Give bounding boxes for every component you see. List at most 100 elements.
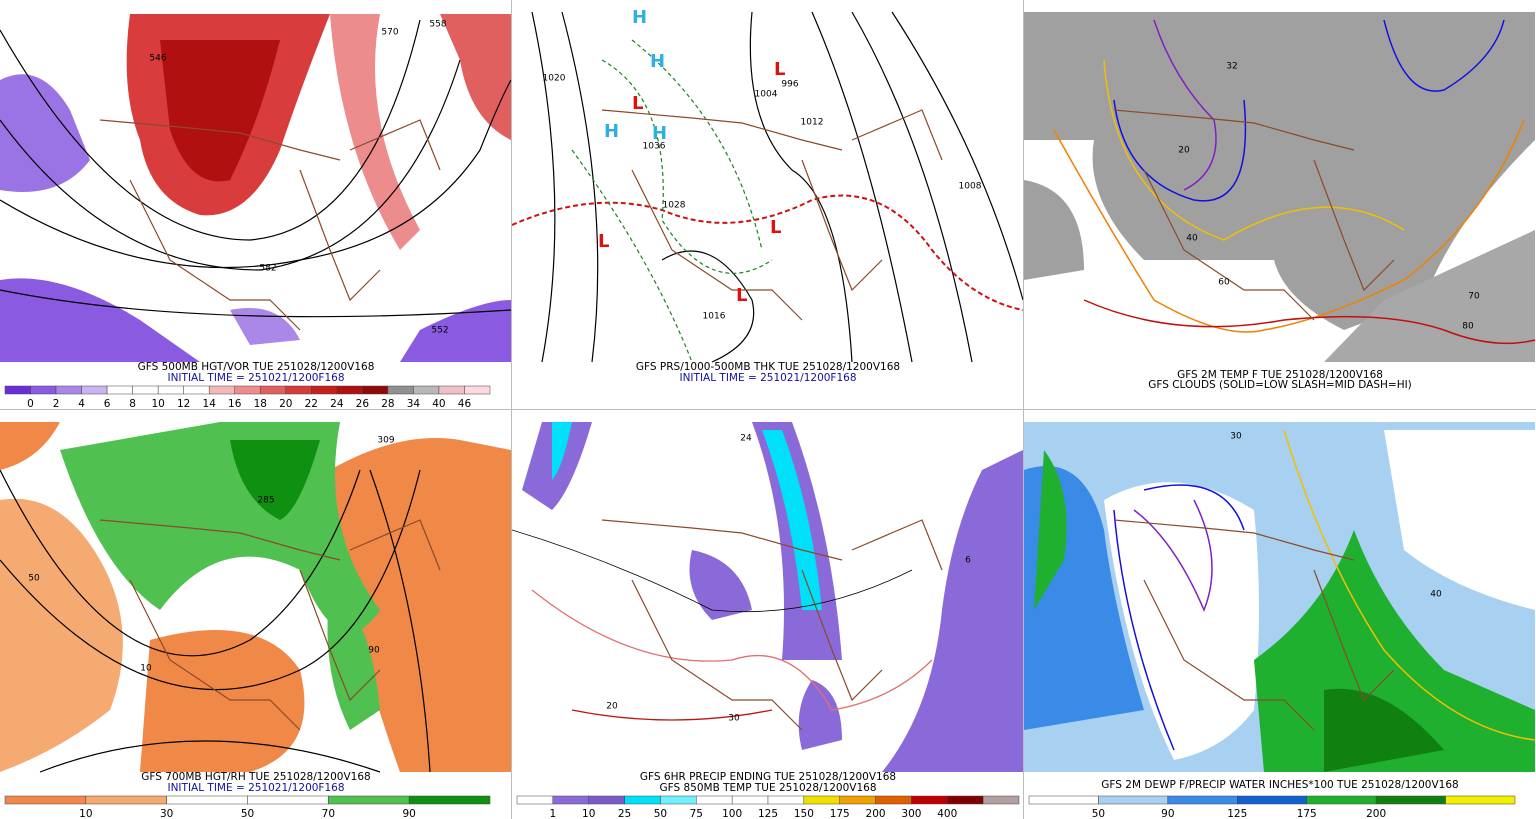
colorbar-swatch — [911, 795, 948, 805]
colorbar: 0 2 4 6 8 10 12 14 16 18 20 22 24 26 28 34 40 46 — [4, 385, 491, 409]
colorbar-label: 34 — [407, 398, 421, 409]
colorbar-swatch — [1306, 795, 1377, 805]
colorbar-swatch — [552, 795, 589, 805]
subcaption: INITIAL TIME = 251021/1200F168 — [167, 782, 344, 794]
caption: GFS 2M TEMP F TUE 251028/1200V168 — [1177, 369, 1383, 381]
contour-label: 1036 — [643, 142, 666, 152]
contour-label: 582 — [259, 264, 276, 274]
map — [1024, 422, 1536, 772]
colorbar-label: 30 — [160, 808, 173, 819]
colorbar-swatch — [85, 795, 167, 805]
low-marker: L — [736, 285, 747, 306]
colorbar-label: 25 — [618, 808, 631, 819]
colorbar: 1 10 25 50 75 100 125 150 175 200 300 400 — [516, 795, 1020, 819]
colorbar-swatch — [4, 795, 87, 805]
colorbar-swatch — [30, 385, 57, 395]
colorbar-swatch — [81, 385, 108, 395]
colorbar-swatch — [132, 385, 159, 395]
colorbar-swatch — [696, 795, 733, 805]
low-marker: L — [632, 93, 643, 114]
colorbar-label: 50 — [654, 808, 667, 819]
colorbar-label: 2 — [53, 398, 60, 409]
colorbar-label: 40 — [432, 398, 445, 409]
colorbar-swatch — [875, 795, 912, 805]
colorbar-label: 175 — [1297, 808, 1317, 819]
colorbar-swatch — [247, 795, 329, 805]
colorbar-label: 4 — [78, 398, 85, 409]
high-marker: H — [632, 7, 647, 28]
colorbar-swatch — [157, 385, 184, 395]
colorbar-swatch — [285, 385, 312, 395]
contour-label: 546 — [149, 54, 166, 64]
colorbar-swatch — [362, 385, 389, 395]
contour-label: 1004 — [755, 90, 778, 100]
colorbar-swatch — [208, 385, 235, 395]
caption: GFS 2M DEWP F/PRECIP WATER INCHES*100 TU… — [1101, 779, 1458, 791]
colorbar-swatch — [1028, 795, 1099, 805]
colorbar: 10 30 50 70 90 — [4, 795, 491, 819]
panel: 50 10 90 309 285 GFS 700MB HGT/RH TUE 25… — [0, 422, 511, 819]
caption: GFS 6HR PRECIP ENDING TUE 251028/1200V16… — [640, 771, 896, 783]
contour-label: 24 — [740, 434, 752, 444]
colorbar-swatch — [4, 385, 31, 395]
map — [512, 422, 1023, 772]
colorbar-label: 125 — [1227, 808, 1247, 819]
colorbar-label: 175 — [830, 808, 850, 819]
colorbar-swatch — [387, 385, 414, 395]
subcaption: GFS 850MB TEMP TUE 251028/1200V168 — [659, 782, 876, 794]
colorbar-swatch — [106, 385, 133, 395]
contour-label: 6 — [965, 556, 971, 566]
contour-label: 40 — [1430, 590, 1442, 600]
colorbar-swatch — [438, 385, 465, 395]
contour-label: 32 — [1226, 62, 1237, 72]
colorbar-swatch — [624, 795, 661, 805]
colorbar-label: 26 — [356, 398, 370, 409]
subcaption: INITIAL TIME = 251021/1200F168 — [679, 372, 856, 384]
colorbar-label: 10 — [151, 398, 164, 409]
colorbar-label: 50 — [241, 808, 254, 819]
colorbar-swatch — [588, 795, 625, 805]
colorbar-label: 12 — [177, 398, 190, 409]
colorbar-label: 300 — [901, 808, 921, 819]
colorbar-swatch — [234, 385, 261, 395]
contour-label: 1012 — [801, 118, 824, 128]
contour-label: 50 — [28, 574, 40, 584]
colorbar-label: 10 — [582, 808, 595, 819]
colorbar-swatch — [55, 385, 82, 395]
contour-label: 30 — [1230, 432, 1242, 442]
low-marker: L — [598, 231, 609, 252]
contour-label: 40 — [1186, 234, 1198, 244]
high-marker: H — [604, 121, 619, 142]
panel: 1020 1012 1008 996 1004 1036 1028 1016 L… — [512, 7, 1024, 384]
colorbar-label: 22 — [305, 398, 318, 409]
colorbar-label: 10 — [79, 808, 92, 819]
colorbar-swatch — [260, 385, 287, 395]
caption: GFS PRS/1000-500MB THK TUE 251028/1200V1… — [636, 361, 900, 373]
contour-label: 996 — [781, 80, 798, 90]
colorbar-label: 0 — [27, 398, 34, 409]
subcaption: GFS CLOUDS (SOLID=LOW SLASH=MID DASH=HI) — [1148, 379, 1412, 391]
contour-label: 1020 — [543, 74, 566, 84]
colorbar-label: 150 — [794, 808, 814, 819]
colorbar-swatch — [1098, 795, 1169, 805]
map — [0, 12, 512, 362]
colorbar-swatch — [1375, 795, 1446, 805]
colorbar-label: 20 — [279, 398, 292, 409]
contour-label: 30 — [728, 714, 740, 724]
high-marker: H — [650, 51, 665, 72]
contour-label: 80 — [1462, 322, 1474, 332]
caption: GFS 700MB HGT/RH TUE 251028/1200V168 — [141, 771, 370, 783]
colorbar-swatch — [660, 795, 697, 805]
colorbar-label: 200 — [1366, 808, 1386, 819]
colorbar-swatch — [336, 385, 363, 395]
colorbar-label: 14 — [203, 398, 217, 409]
colorbar-label: 90 — [1161, 808, 1174, 819]
colorbar-swatch — [516, 795, 554, 805]
colorbar-swatch — [311, 385, 338, 395]
colorbar-label: 70 — [322, 808, 335, 819]
colorbar-swatch — [1237, 795, 1307, 805]
contour-label: 10 — [140, 664, 152, 674]
contour-label: 20 — [1178, 146, 1190, 156]
contour-label: 570 — [381, 28, 398, 38]
